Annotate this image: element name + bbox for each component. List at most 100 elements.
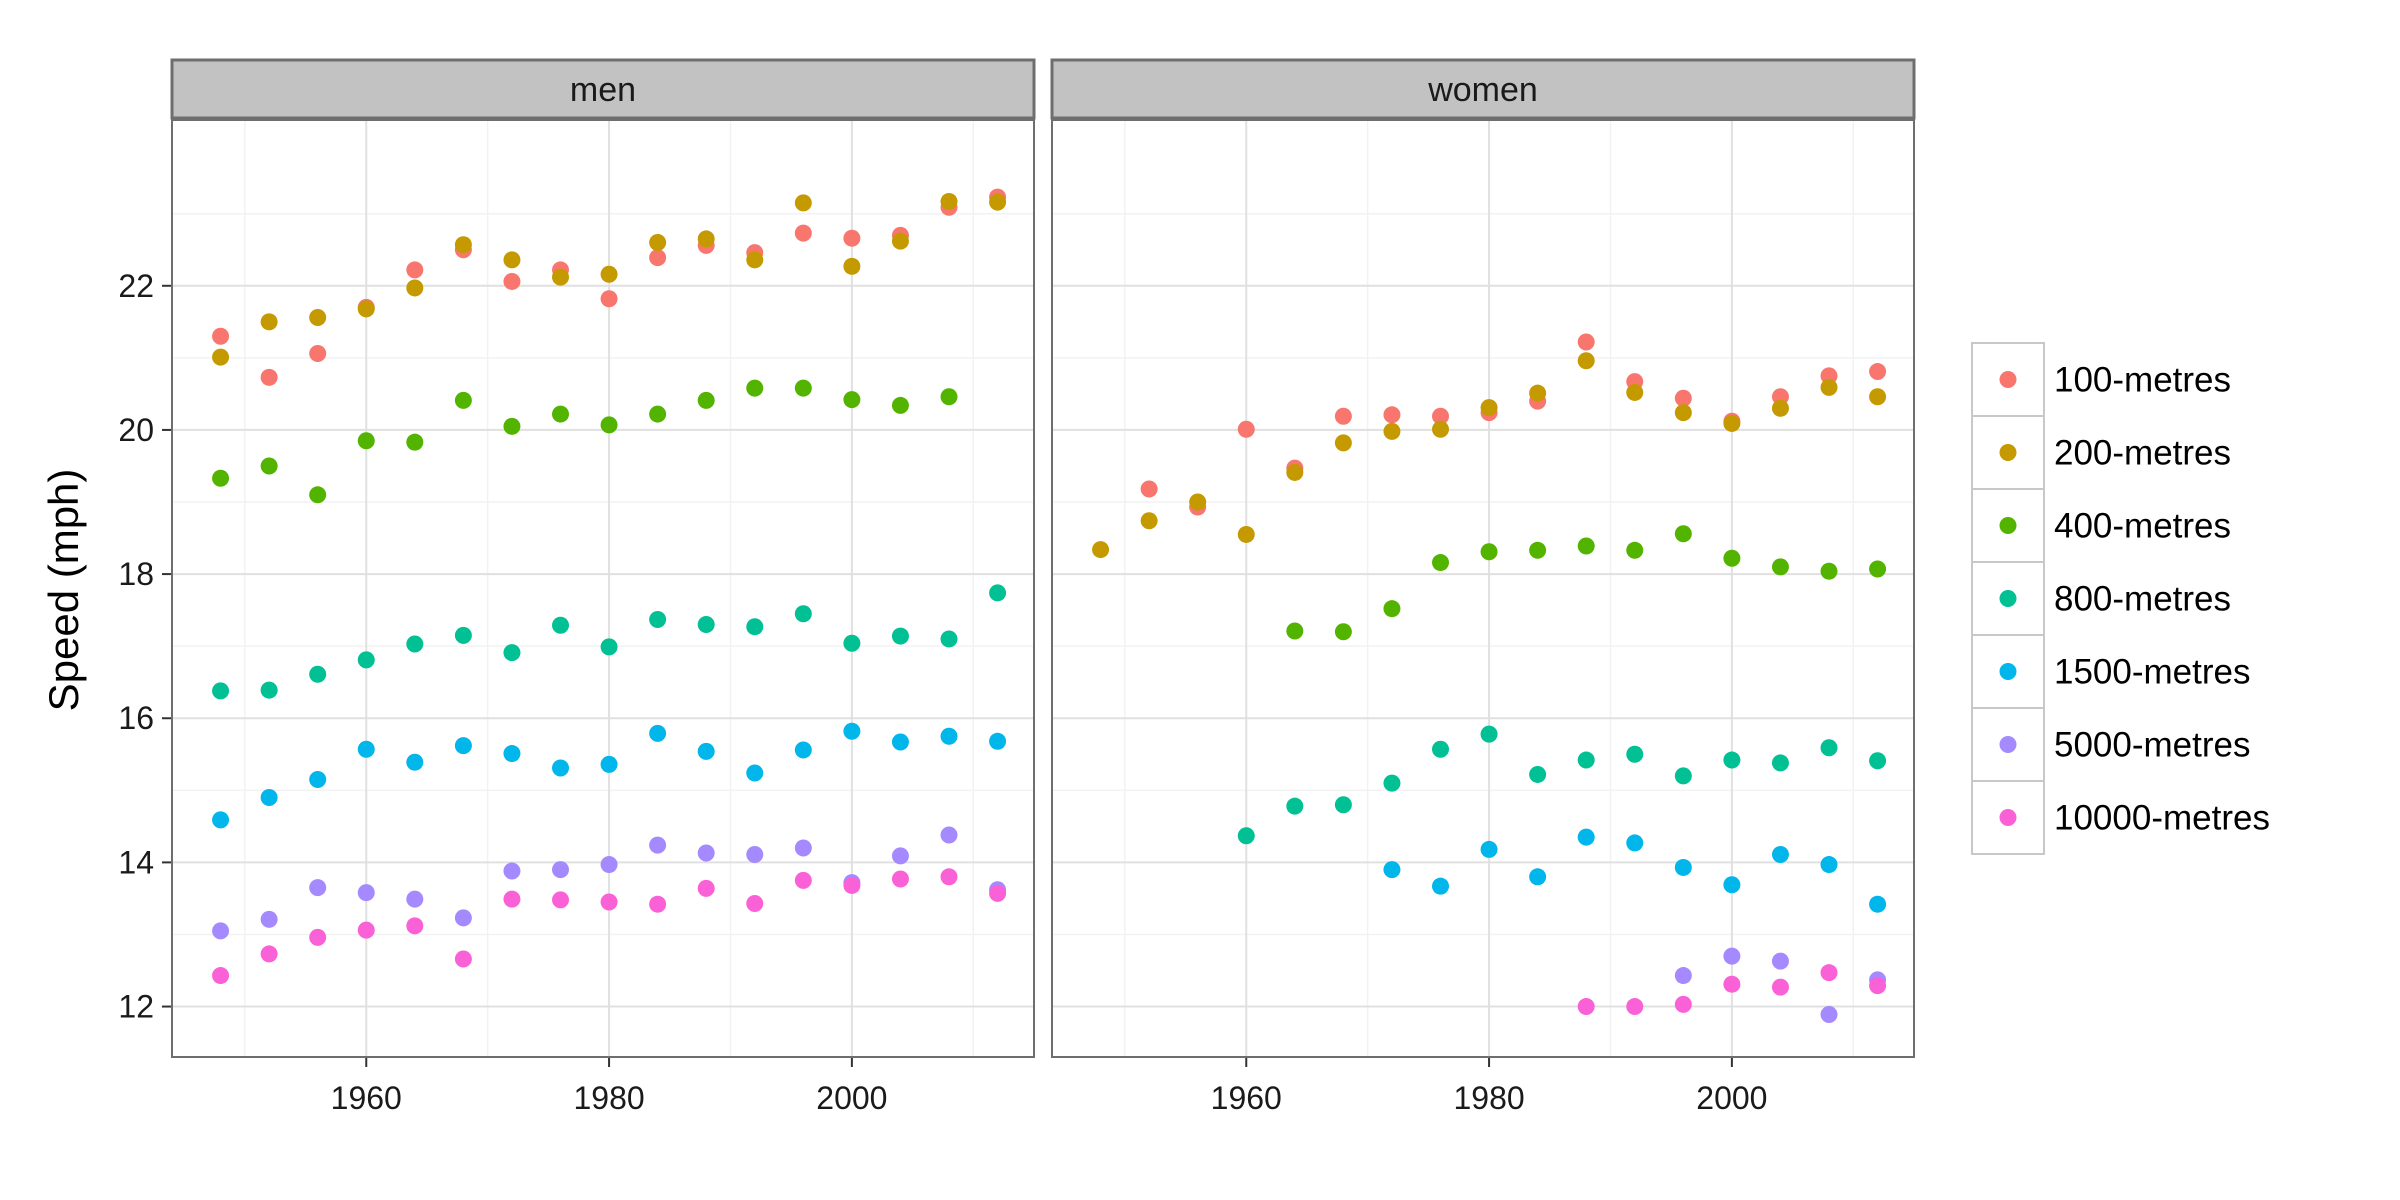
legend-item: 10000-metres [1971, 780, 2270, 855]
data-point [309, 486, 327, 504]
data-point [1723, 876, 1741, 894]
data-point [746, 379, 764, 397]
data-point [406, 261, 424, 279]
data-point [1529, 541, 1547, 559]
data-point [1383, 774, 1401, 792]
data-point [697, 742, 715, 760]
data-point [1529, 765, 1547, 783]
data-point [1674, 995, 1692, 1013]
data-point [1820, 378, 1838, 396]
data-point [746, 894, 764, 912]
data-point [989, 584, 1007, 602]
series-200-metres-women [1092, 352, 1887, 559]
data-point [600, 265, 618, 283]
data-point [1237, 420, 1255, 438]
data-point [843, 229, 861, 247]
panel-border [1051, 119, 1915, 1058]
legend-key-marker [1999, 371, 2017, 388]
data-point [649, 405, 667, 423]
data-point [309, 928, 327, 946]
y-tick-label: 22 [118, 268, 154, 304]
data-point [1529, 868, 1547, 886]
data-point [454, 950, 472, 968]
data-point [600, 755, 618, 773]
panel-men: men 1960 1980 2000 12 14 16 18 20 22 [118, 58, 1036, 1116]
data-point [309, 308, 327, 326]
x-tick-label: 2000 [816, 1080, 887, 1116]
data-point [357, 651, 375, 669]
data-point [843, 876, 861, 894]
data-point [1771, 558, 1789, 576]
data-point [1869, 560, 1887, 578]
data-point [309, 879, 327, 897]
data-point [406, 890, 424, 908]
data-point [746, 251, 764, 269]
panel-women: women 1960 1980 2000 [1050, 58, 1916, 1116]
x-tick-label: 2000 [1696, 1080, 1767, 1116]
data-point [552, 405, 570, 423]
data-point [552, 759, 570, 777]
data-point [891, 870, 909, 888]
data-point [649, 234, 667, 252]
data-point [212, 327, 230, 345]
data-point [1237, 827, 1255, 845]
legend-label: 400-metres [2054, 507, 2231, 546]
data-point [649, 249, 667, 267]
data-point [552, 891, 570, 909]
data-point [1820, 856, 1838, 874]
data-point [454, 737, 472, 755]
data-point [454, 236, 472, 254]
data-point [1626, 541, 1644, 559]
data-point [940, 727, 958, 745]
x-tick-label: 1960 [1211, 1080, 1282, 1116]
data-point [989, 732, 1007, 750]
data-point [600, 290, 618, 308]
series-800-metres-women [1237, 725, 1887, 845]
data-point [697, 391, 715, 409]
legend-key [1971, 780, 2045, 855]
y-tick-label: 18 [118, 556, 154, 592]
legend-item: 200-metres [1971, 415, 2231, 490]
series-200-metres-men [212, 192, 1007, 366]
legend-item: 400-metres [1971, 488, 2231, 563]
data-point [1432, 420, 1450, 438]
data-point [406, 433, 424, 451]
data-point [260, 313, 278, 331]
data-point [989, 884, 1007, 902]
data-point [1334, 796, 1352, 814]
data-point [1626, 745, 1644, 763]
data-point [649, 724, 667, 742]
data-point [552, 268, 570, 286]
y-tick-label: 14 [118, 844, 154, 880]
data-point [1480, 725, 1498, 743]
data-point [260, 910, 278, 928]
data-point [940, 826, 958, 844]
data-point [891, 733, 909, 751]
data-point [1820, 1005, 1838, 1023]
data-point [1286, 797, 1304, 815]
plot-background [1052, 120, 1914, 1057]
data-point [794, 605, 812, 623]
data-point [940, 192, 958, 210]
data-point [697, 879, 715, 897]
data-point [1577, 352, 1595, 370]
legend-label: 100-metres [2054, 361, 2231, 400]
data-point [1723, 751, 1741, 769]
data-point [1577, 537, 1595, 555]
data-point [406, 917, 424, 935]
panel-strip-label: men [570, 71, 636, 109]
series-400-metres-men [212, 379, 958, 504]
data-point [1674, 389, 1692, 407]
series-400-metres-women [1286, 525, 1887, 641]
data-point [940, 868, 958, 886]
data-point [600, 638, 618, 656]
y-tick-label: 20 [118, 412, 154, 448]
panel-strip [170, 58, 1036, 120]
data-point [1869, 977, 1887, 995]
data-point [1626, 383, 1644, 401]
data-point [1626, 834, 1644, 852]
data-point [794, 839, 812, 857]
data-point [212, 967, 230, 985]
data-point [309, 345, 327, 363]
legend-key-marker [1999, 444, 2017, 461]
